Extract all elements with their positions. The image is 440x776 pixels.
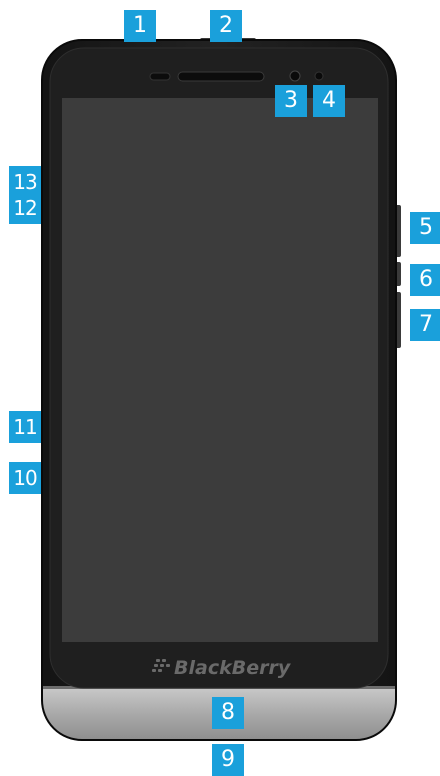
callout-10: 10 — [9, 462, 41, 494]
callout-4: 4 — [313, 85, 345, 117]
display-screen[interactable] — [62, 98, 378, 642]
proximity-sensor-icon — [314, 71, 324, 81]
callout-11: 11 — [9, 411, 41, 443]
blackberry-logo-icon — [152, 659, 170, 672]
callout-13: 13 — [9, 166, 41, 198]
callout-1: 1 — [124, 10, 156, 42]
callout-3: 3 — [275, 85, 307, 117]
front-camera-icon — [289, 70, 301, 82]
callout-6: 6 — [410, 264, 440, 296]
callout-2: 2 — [210, 10, 242, 42]
callout-8: 8 — [212, 697, 244, 729]
notification-led-icon — [149, 72, 171, 81]
earpiece-speaker — [177, 71, 265, 82]
brand-wordmark: BlackBerry — [174, 657, 292, 679]
callout-9: 9 — [212, 744, 244, 776]
callout-7: 7 — [410, 309, 440, 341]
callout-5: 5 — [410, 212, 440, 244]
